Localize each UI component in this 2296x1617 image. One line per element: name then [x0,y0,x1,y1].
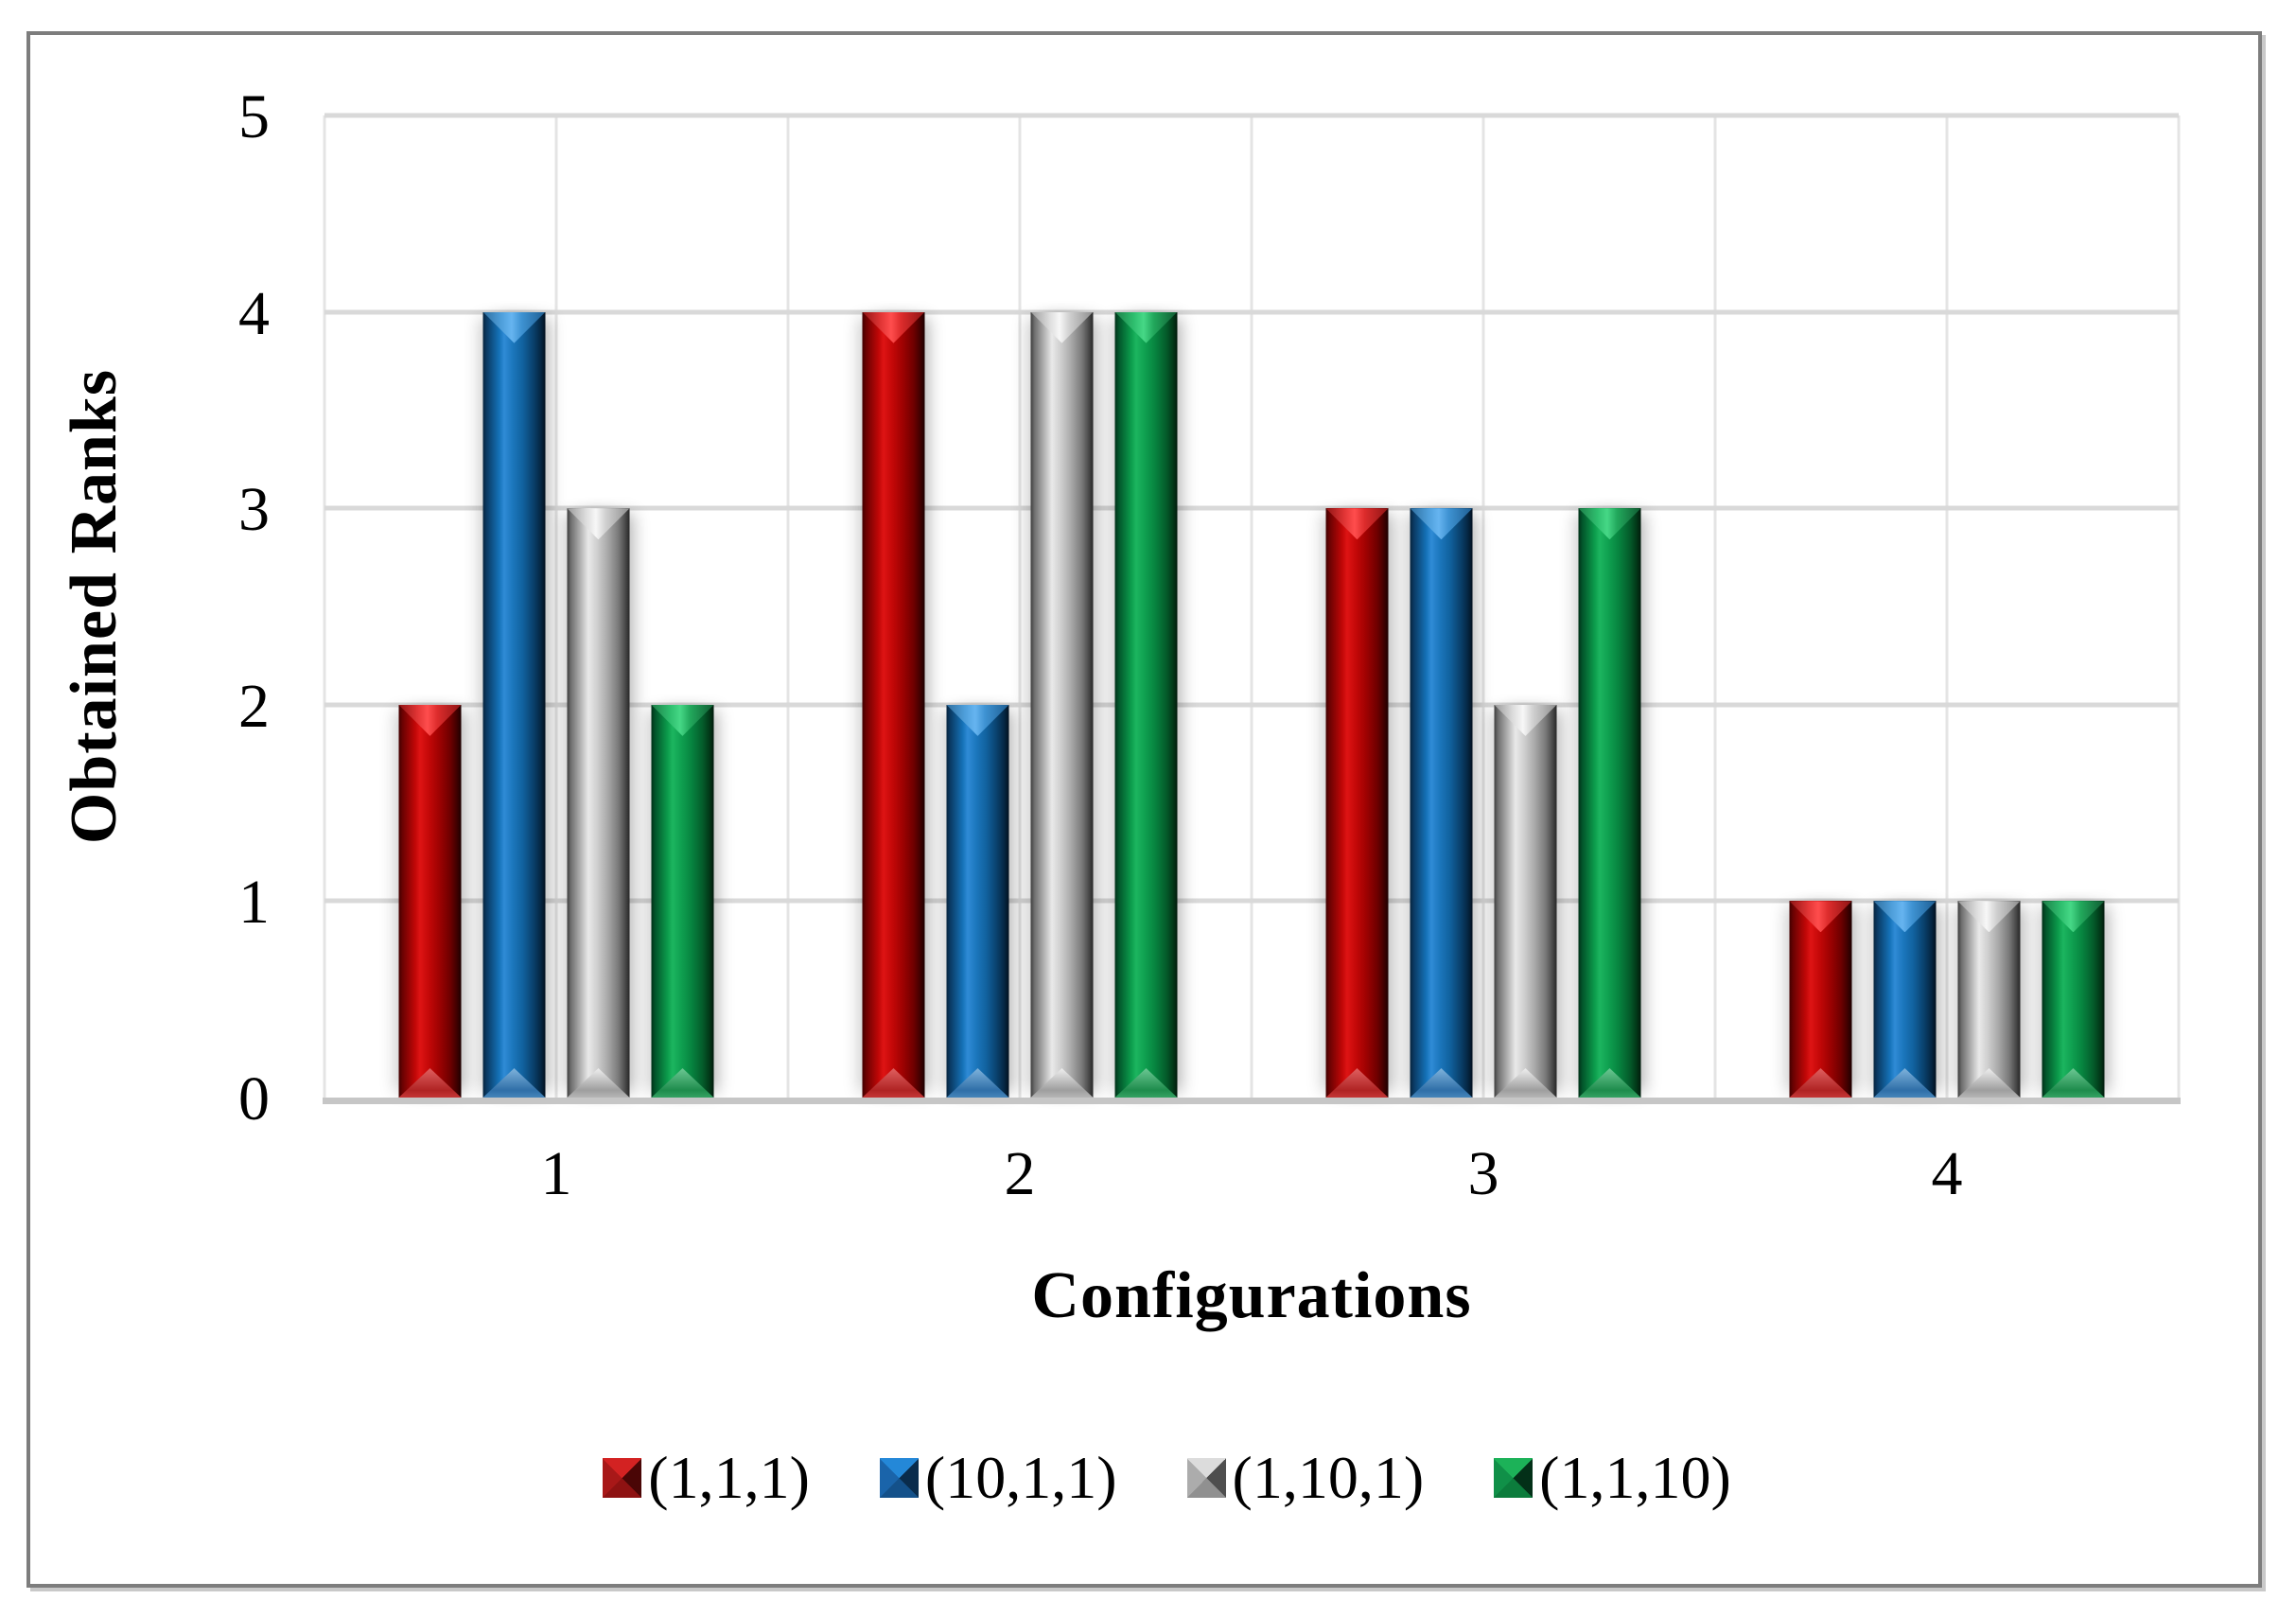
legend-marker-icon [879,1458,919,1498]
bar [1578,508,1641,1098]
bar [1494,704,1557,1098]
bar [862,311,925,1098]
gridline-vertical [1945,115,1949,1098]
bar-group [1789,115,2105,1098]
gridline-vertical [786,115,790,1098]
legend-marker-icon [1186,1458,1226,1498]
legend-item: (10,1,1) [879,1431,1117,1525]
bar [1873,901,1937,1098]
gridline-vertical [1018,115,1022,1098]
bar [1030,311,1094,1098]
gridline-horizontal [324,702,2179,708]
y-axis: 012345 [238,82,270,1131]
bar [1410,508,1473,1098]
x-tick-label: 2 [1004,1139,1036,1208]
x-axis: 1 2 3 4 [324,1132,2179,1217]
x-tick-label: 3 [1467,1139,1499,1208]
x-tick-label: 4 [1931,1139,1963,1208]
bar [1957,901,2021,1098]
legend-item: (1,10,1) [1186,1431,1425,1525]
x-axis-title: Configurations [1031,1259,1472,1332]
legend-label: (1,1,10) [1539,1444,1731,1511]
bar [1325,508,1389,1098]
legend: (1,1,1) (10,1,1) (1,10,1) (1,1,10) [0,1431,2296,1525]
gridline-horizontal [324,505,2179,511]
x-tick-label: 1 [540,1139,572,1208]
gridline-vertical [554,115,558,1098]
gridline-vertical [1481,115,1485,1098]
legend-item: (1,1,1) [603,1431,810,1525]
plot-area [323,113,2181,1104]
gridline-vertical [2177,115,2181,1098]
legend-label: (1,1,1) [648,1444,810,1511]
legend-label: (1,10,1) [1232,1444,1425,1511]
legend-label: (10,1,1) [924,1444,1117,1511]
bar [398,704,462,1098]
legend-marker-icon [603,1458,642,1498]
gridline-horizontal [324,113,2179,118]
bar-group [398,115,714,1098]
bar [482,311,546,1098]
gridline-horizontal [324,898,2179,904]
bar-group [1325,115,1641,1098]
gridline-horizontal [324,309,2179,315]
bar [1789,901,1852,1098]
gridline-vertical [1250,115,1253,1098]
bar [946,704,1009,1098]
gridline-vertical [323,115,326,1098]
x-axis-line [323,1098,2181,1104]
legend-marker-icon [1494,1458,1534,1498]
bar-group [862,115,1178,1098]
gridline-vertical [1713,115,1717,1098]
legend-item: (1,1,10) [1494,1431,1731,1525]
bar [567,508,630,1098]
bar [1114,311,1178,1098]
bar [651,704,714,1098]
bar [2042,901,2105,1098]
